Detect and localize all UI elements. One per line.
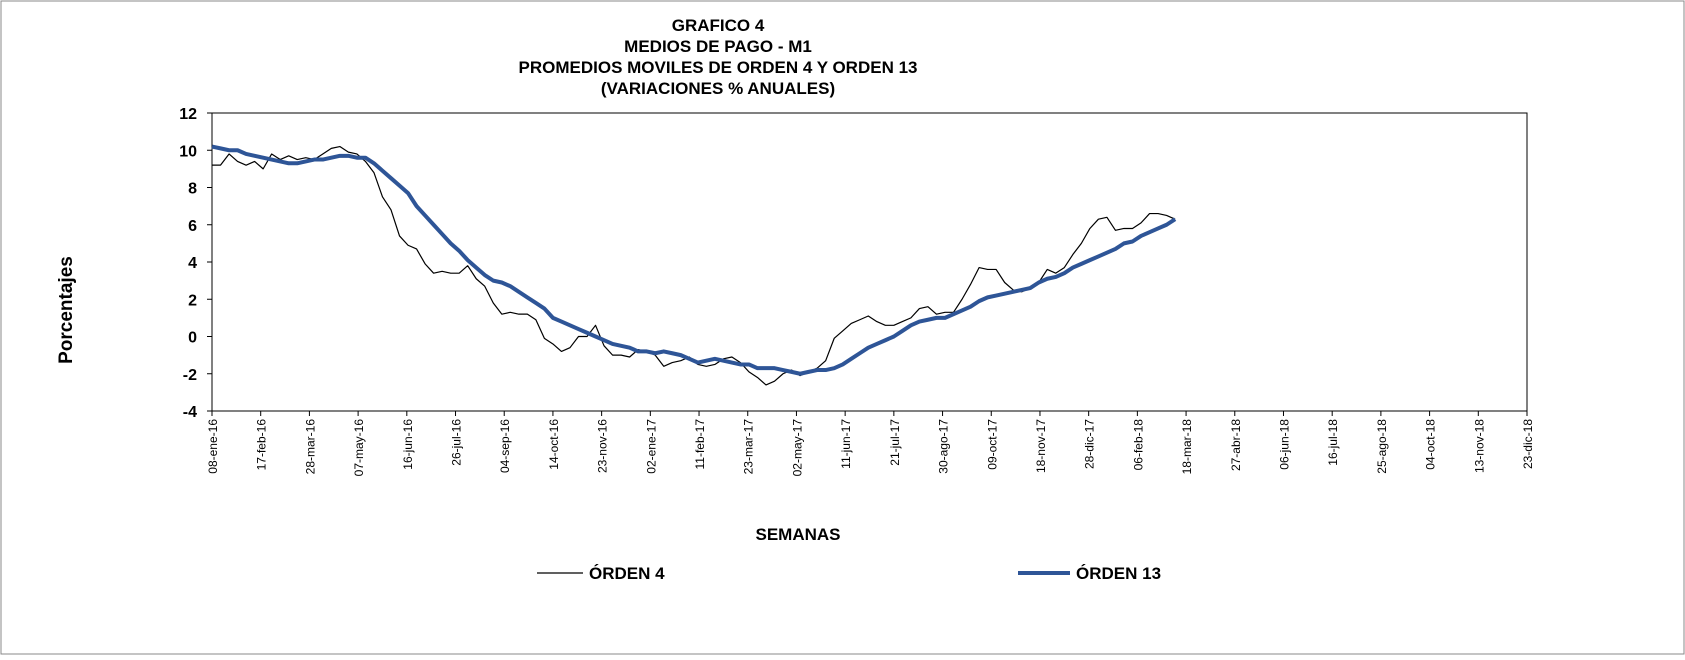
chart-title: (VARIACIONES % ANUALES) [601,79,835,98]
x-tick-label: 14-oct-16 [547,419,561,470]
x-tick-label: 02-ene-17 [644,419,658,474]
y-axis-label: Porcentajes [56,256,77,364]
y-tick-label: 6 [188,218,197,235]
x-tick-label: 06-feb-18 [1131,419,1145,471]
x-tick-label: 23-dic-18 [1521,419,1535,469]
y-tick-label: -4 [183,404,197,421]
x-tick-label: 27-abr-18 [1229,419,1243,471]
x-tick-label: 28-dic-17 [1083,419,1097,469]
y-tick-label: 12 [179,106,197,123]
x-tick-label: 26-jul-16 [450,419,464,466]
x-tick-label: 04-sep-16 [498,419,512,473]
x-tick-label: 25-ago-18 [1375,419,1389,474]
y-tick-label: -2 [183,367,197,384]
x-tick-label: 04-oct-18 [1424,419,1438,470]
y-tick-label: 0 [188,330,197,347]
x-tick-label: 23-nov-16 [596,419,610,473]
series-line [211,144,1177,376]
legend-label: ÓRDEN 13 [1076,564,1161,583]
y-tick-label: 4 [188,255,197,272]
x-tick-label: 11-feb-17 [693,419,707,470]
x-tick-label: 21-jul-17 [888,419,902,466]
x-tick-label: 18-mar-18 [1180,419,1194,475]
x-tick-label: 11-jun-17 [839,419,853,469]
x-axis-label: SEMANAS [755,525,840,544]
y-tick-label: 2 [188,292,197,309]
x-tick-label: 06-jun-18 [1277,419,1291,470]
x-tick-label: 13-nov-18 [1472,419,1486,473]
x-tick-label: 17-feb-16 [255,419,269,471]
x-tick-label: 30-ago-17 [937,419,951,474]
x-tick-label: 18-nov-17 [1034,419,1048,473]
x-tick-label: 09-oct-17 [985,419,999,470]
x-tick-label: 08-ene-16 [206,419,220,474]
x-tick-label: 16-jul-18 [1326,419,1340,466]
chart-title: PROMEDIOS MOVILES DE ORDEN 4 Y ORDEN 13 [519,58,918,77]
y-tick-label: 10 [179,143,197,160]
x-tick-label: 02-may-17 [790,419,804,477]
chart-title: MEDIOS DE PAGO - M1 [624,37,812,56]
x-tick-label: 16-jun-16 [401,419,415,470]
legend-label: ÓRDEN 4 [589,564,665,583]
y-tick-label: 8 [188,181,197,198]
chart-title: GRAFICO 4 [672,16,765,35]
x-tick-label: 23-mar-17 [742,419,756,475]
x-tick-label: 28-mar-16 [303,419,317,475]
x-tick-label: 07-may-16 [352,419,366,477]
